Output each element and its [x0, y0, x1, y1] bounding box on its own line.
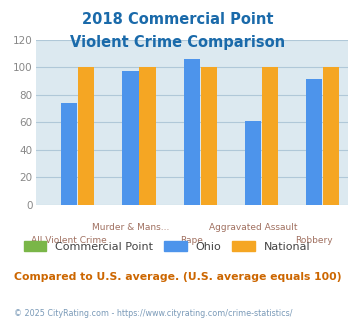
Bar [262, 67, 278, 205]
Text: Murder & Mans...: Murder & Mans... [92, 223, 169, 232]
Bar [78, 67, 94, 205]
Text: Aggravated Assault: Aggravated Assault [209, 223, 297, 232]
Text: Compared to U.S. average. (U.S. average equals 100): Compared to U.S. average. (U.S. average … [14, 272, 342, 282]
Bar [245, 121, 261, 205]
Bar [122, 71, 138, 205]
Bar [140, 67, 156, 205]
Bar [201, 67, 217, 205]
Text: Robbery: Robbery [295, 236, 333, 245]
Legend: Commercial Point, Ohio, National: Commercial Point, Ohio, National [20, 237, 315, 256]
Text: © 2025 CityRating.com - https://www.cityrating.com/crime-statistics/: © 2025 CityRating.com - https://www.city… [14, 309, 293, 317]
Bar [306, 80, 322, 205]
Text: Violent Crime Comparison: Violent Crime Comparison [70, 35, 285, 50]
Bar [323, 67, 339, 205]
Text: All Violent Crime: All Violent Crime [31, 236, 107, 245]
Bar [61, 103, 77, 205]
Text: 2018 Commercial Point: 2018 Commercial Point [82, 12, 273, 26]
Text: Rape: Rape [180, 236, 203, 245]
Bar [184, 59, 200, 205]
